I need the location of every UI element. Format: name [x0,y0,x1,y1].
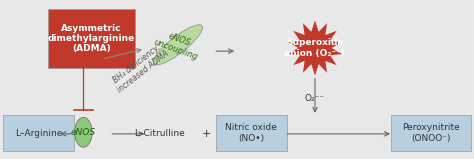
Text: eNOS
uncoupling: eNOS uncoupling [153,28,203,62]
Text: Asymmetric
dimethylarginine
(ADMA): Asymmetric dimethylarginine (ADMA) [48,24,135,53]
FancyBboxPatch shape [48,9,136,68]
Text: O₂⁻⁻: O₂⁻⁻ [305,94,325,103]
Text: Superoxide
anion (O₂⁻⁻): Superoxide anion (O₂⁻⁻) [284,38,346,58]
FancyBboxPatch shape [3,115,74,151]
Text: eNOS: eNOS [71,128,96,137]
Ellipse shape [75,117,92,147]
Text: L–Citrulline: L–Citrulline [134,129,184,138]
FancyBboxPatch shape [391,115,471,151]
Text: BH₄ deficiency,
increased ADMA: BH₄ deficiency, increased ADMA [109,41,171,95]
Text: Peroxynitrite
(ONOO⁻): Peroxynitrite (ONOO⁻) [402,123,460,143]
Text: +: + [201,129,211,139]
Text: L–Arginine: L–Arginine [15,129,62,138]
FancyBboxPatch shape [216,115,287,151]
Ellipse shape [154,25,202,65]
Polygon shape [288,20,342,76]
Text: Nitric oxide
(NO•): Nitric oxide (NO•) [225,123,277,143]
